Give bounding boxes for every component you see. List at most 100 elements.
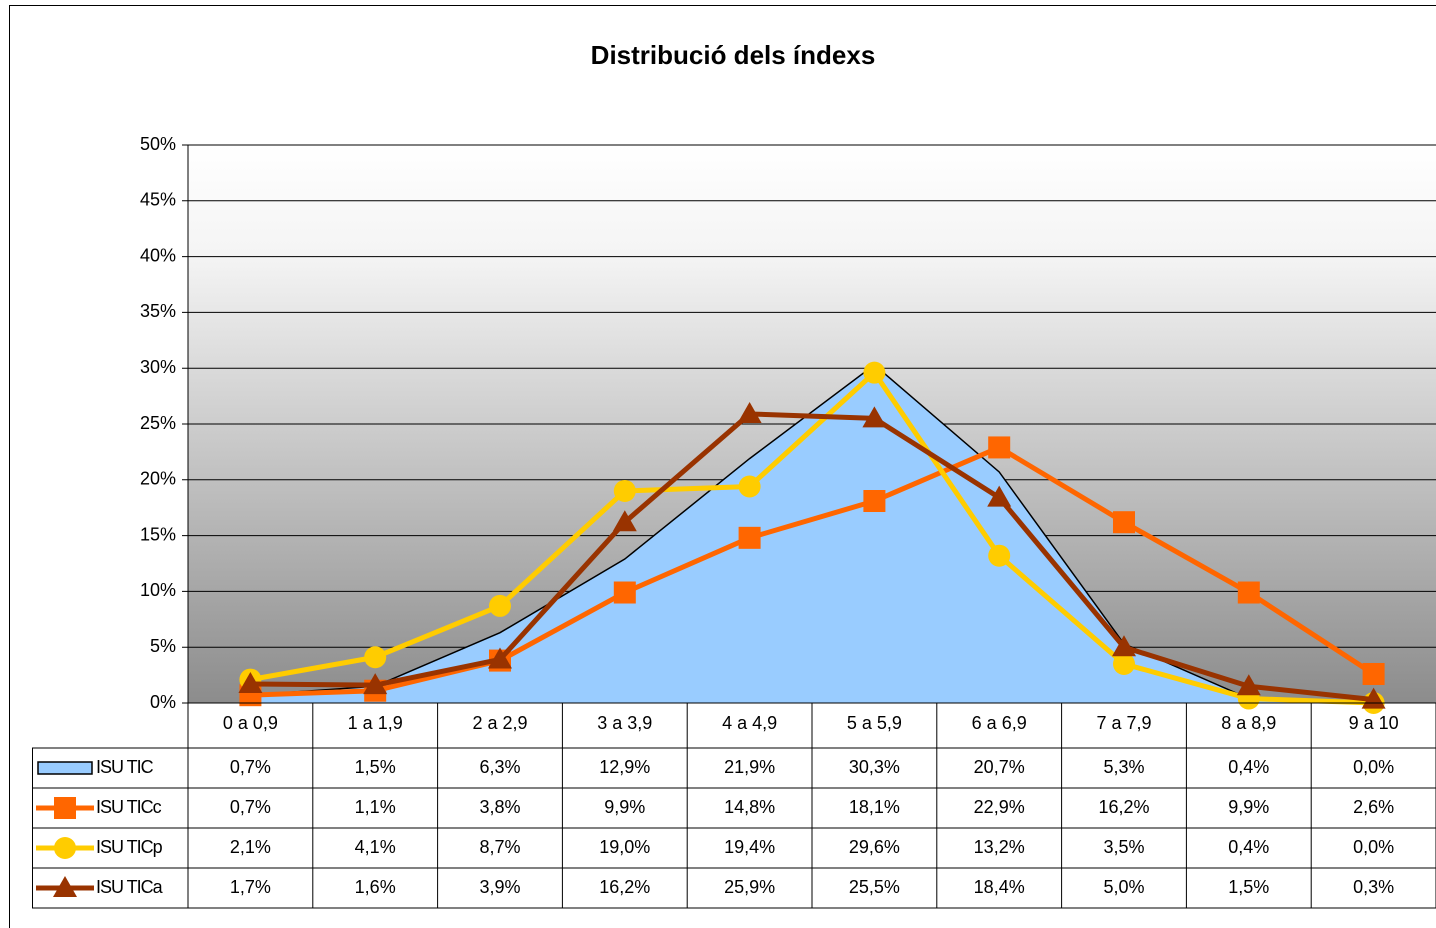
marker — [1112, 635, 1136, 657]
table-value: 13,2% — [974, 837, 1025, 857]
x-tick-label: 3 a 3,9 — [597, 713, 652, 733]
x-tick-label: 9 a 10 — [1349, 713, 1399, 733]
table-value: 9,9% — [1228, 797, 1269, 817]
y-tick-label: 40% — [140, 245, 176, 265]
chart-title: Distribució dels índexs — [591, 40, 876, 70]
table-value: 25,5% — [849, 877, 900, 897]
x-tick-label: 8 a 8,9 — [1221, 713, 1276, 733]
table-value: 5,3% — [1103, 757, 1144, 777]
marker — [738, 475, 761, 498]
x-tick-label: 4 a 4,9 — [722, 713, 777, 733]
marker — [363, 673, 388, 695]
table-value: 0,4% — [1228, 757, 1269, 777]
table-value: 6,3% — [479, 757, 520, 777]
marker — [988, 544, 1011, 567]
legend-marker — [54, 797, 76, 819]
marker — [1362, 662, 1385, 685]
marker — [987, 485, 1012, 507]
x-tick-label: 0 a 0,9 — [223, 713, 278, 733]
x-tick-label: 5 a 5,9 — [847, 713, 902, 733]
y-tick-label: 15% — [140, 524, 176, 544]
table-value: 21,9% — [724, 757, 775, 777]
marker — [1236, 674, 1261, 696]
x-tick-label: 7 a 7,9 — [1096, 713, 1151, 733]
table-value: 5,0% — [1103, 877, 1144, 897]
table-value: 1,7% — [230, 877, 271, 897]
table-value: 1,6% — [355, 877, 396, 897]
y-tick-label: 30% — [140, 357, 176, 377]
legend-label: ISU TICc — [96, 797, 162, 817]
marker — [238, 672, 263, 694]
table-value: 3,9% — [479, 877, 520, 897]
table-value: 8,7% — [479, 837, 520, 857]
marker — [863, 490, 886, 513]
legend-marker — [53, 876, 77, 897]
marker — [488, 647, 512, 669]
series-line — [249, 370, 1374, 706]
marker — [364, 646, 387, 669]
x-tick-label: 2 a 2,9 — [472, 713, 527, 733]
table-value: 1,5% — [1228, 877, 1269, 897]
table-value: 1,1% — [355, 797, 396, 817]
marker — [738, 526, 761, 549]
table-value: 18,1% — [849, 797, 900, 817]
y-tick-label: 10% — [140, 580, 176, 600]
legend-label: ISU TICp — [96, 837, 163, 857]
table-value: 25,9% — [724, 877, 775, 897]
y-tick-label: 35% — [140, 301, 176, 321]
marker — [863, 361, 886, 384]
area-line — [250, 363, 1374, 704]
y-tick-label: 0% — [150, 692, 176, 712]
x-tick-label: 1 a 1,9 — [348, 713, 403, 733]
table-value: 9,9% — [604, 797, 645, 817]
table-value: 0,3% — [1353, 877, 1394, 897]
marker — [1237, 581, 1260, 604]
y-tick-label: 25% — [140, 413, 176, 433]
series-line — [250, 411, 1374, 703]
table-value: 16,2% — [599, 877, 650, 897]
marker — [613, 479, 636, 502]
table-value: 12,9% — [599, 757, 650, 777]
legend-key — [37, 761, 93, 775]
y-tick-label: 5% — [150, 636, 176, 656]
table-value: 2,6% — [1353, 797, 1394, 817]
marker — [1113, 652, 1135, 675]
table-value: 0,0% — [1353, 837, 1394, 857]
area — [250, 364, 1374, 703]
marker — [737, 401, 762, 423]
table-value: 20,7% — [974, 757, 1025, 777]
table-value: 14,8% — [724, 797, 775, 817]
table-value: 30,3% — [849, 757, 900, 777]
table-value: 19,0% — [599, 837, 650, 857]
marker — [613, 581, 636, 604]
marker — [612, 510, 637, 532]
table-value: 0,7% — [230, 757, 271, 777]
marker — [862, 406, 887, 428]
y-tick-label: 45% — [140, 190, 176, 210]
table-value: 3,8% — [479, 797, 520, 817]
table-value: 0,4% — [1228, 837, 1269, 857]
legend-marker — [54, 837, 76, 859]
table-value: 18,4% — [974, 877, 1025, 897]
table-value: 4,1% — [355, 837, 396, 857]
marker — [988, 436, 1011, 459]
legend-label: ISU TICa — [96, 877, 164, 897]
y-tick-label: 20% — [140, 469, 176, 489]
table-value: 22,9% — [974, 797, 1025, 817]
series-line — [250, 444, 1375, 698]
table-value: 1,5% — [355, 757, 396, 777]
table-value: 0,0% — [1353, 757, 1394, 777]
y-tick-label: 50% — [140, 134, 176, 154]
marker — [1113, 511, 1135, 534]
table-value: 29,6% — [849, 837, 900, 857]
marker — [489, 594, 511, 617]
table-value: 16,2% — [1098, 797, 1149, 817]
table-value: 3,5% — [1103, 837, 1144, 857]
table-value: 2,1% — [230, 837, 271, 857]
table-value: 19,4% — [724, 837, 775, 857]
x-tick-label: 6 a 6,9 — [972, 713, 1027, 733]
legend-label: ISU TIC — [96, 757, 154, 777]
table-value: 0,7% — [230, 797, 271, 817]
